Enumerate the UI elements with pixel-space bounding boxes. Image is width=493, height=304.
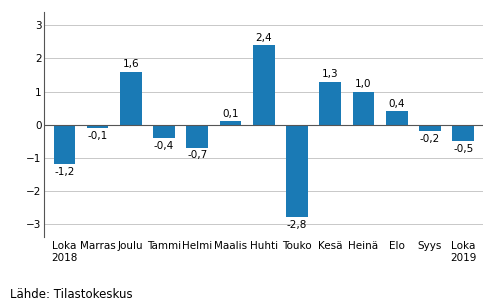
Text: -0,2: -0,2 — [420, 134, 440, 144]
Text: 0,4: 0,4 — [388, 99, 405, 109]
Text: -1,2: -1,2 — [54, 167, 74, 177]
Bar — [286, 125, 308, 217]
Text: -0,5: -0,5 — [453, 144, 473, 154]
Text: 0,1: 0,1 — [222, 109, 239, 119]
Bar — [352, 92, 374, 125]
Bar — [220, 121, 241, 125]
Text: Lähde: Tilastokeskus: Lähde: Tilastokeskus — [10, 288, 133, 301]
Text: -0,1: -0,1 — [87, 131, 107, 140]
Text: -2,8: -2,8 — [287, 220, 307, 230]
Bar — [186, 125, 208, 148]
Bar — [87, 125, 108, 128]
Bar — [54, 125, 75, 164]
Text: -0,4: -0,4 — [154, 140, 174, 150]
Bar — [386, 111, 408, 125]
Text: 1,0: 1,0 — [355, 79, 372, 89]
Bar — [253, 45, 275, 125]
Bar — [319, 82, 341, 125]
Bar — [453, 125, 474, 141]
Bar — [120, 72, 141, 125]
Text: 2,4: 2,4 — [255, 33, 272, 43]
Text: -0,7: -0,7 — [187, 150, 208, 161]
Bar — [153, 125, 175, 138]
Text: 1,3: 1,3 — [322, 69, 339, 79]
Bar — [419, 125, 441, 131]
Text: 1,6: 1,6 — [122, 59, 139, 69]
